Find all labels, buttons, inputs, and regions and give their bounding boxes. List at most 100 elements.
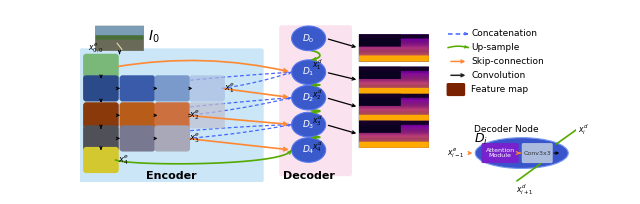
FancyBboxPatch shape (359, 83, 429, 84)
FancyBboxPatch shape (359, 134, 429, 135)
FancyBboxPatch shape (359, 128, 429, 129)
FancyBboxPatch shape (359, 121, 429, 148)
FancyBboxPatch shape (359, 94, 429, 98)
Text: $x_i^d$: $x_i^d$ (577, 123, 588, 137)
FancyBboxPatch shape (359, 34, 429, 61)
FancyBboxPatch shape (359, 77, 429, 78)
FancyBboxPatch shape (95, 35, 143, 40)
FancyBboxPatch shape (359, 146, 429, 147)
FancyBboxPatch shape (359, 49, 429, 50)
FancyBboxPatch shape (359, 50, 429, 51)
Text: $x_{i+1}^d$: $x_{i+1}^d$ (516, 182, 533, 197)
Text: Skip-connection: Skip-connection (472, 57, 544, 66)
FancyBboxPatch shape (359, 67, 429, 71)
FancyBboxPatch shape (154, 102, 190, 129)
FancyBboxPatch shape (359, 91, 429, 92)
Text: $x_4^e$: $x_4^e$ (118, 153, 129, 167)
FancyBboxPatch shape (359, 102, 429, 103)
Ellipse shape (292, 60, 326, 84)
FancyBboxPatch shape (359, 85, 429, 86)
Text: $x_{0,0}^e$: $x_{0,0}^e$ (88, 41, 104, 54)
FancyBboxPatch shape (359, 36, 429, 37)
FancyBboxPatch shape (359, 142, 429, 143)
FancyBboxPatch shape (359, 95, 429, 96)
FancyBboxPatch shape (481, 143, 518, 163)
FancyBboxPatch shape (359, 90, 429, 91)
FancyBboxPatch shape (359, 37, 429, 38)
FancyBboxPatch shape (359, 123, 429, 124)
Text: $x_3^d$: $x_3^d$ (312, 113, 323, 128)
FancyBboxPatch shape (359, 73, 429, 74)
Text: Up-sample: Up-sample (472, 43, 520, 52)
FancyBboxPatch shape (359, 108, 429, 109)
FancyBboxPatch shape (359, 127, 429, 128)
Ellipse shape (476, 138, 568, 169)
FancyBboxPatch shape (359, 130, 429, 131)
FancyBboxPatch shape (359, 143, 429, 144)
FancyBboxPatch shape (359, 144, 429, 145)
FancyBboxPatch shape (359, 74, 429, 75)
FancyBboxPatch shape (359, 99, 429, 100)
FancyBboxPatch shape (359, 82, 429, 83)
FancyBboxPatch shape (359, 47, 429, 48)
FancyBboxPatch shape (359, 40, 429, 41)
Text: $D_4$: $D_4$ (302, 144, 315, 156)
Text: $D_1$: $D_1$ (303, 66, 315, 79)
FancyBboxPatch shape (359, 34, 429, 35)
FancyBboxPatch shape (359, 88, 429, 94)
Text: $x_3^e$: $x_3^e$ (189, 132, 200, 145)
FancyBboxPatch shape (359, 67, 401, 79)
FancyBboxPatch shape (359, 55, 429, 56)
FancyBboxPatch shape (359, 126, 429, 127)
FancyBboxPatch shape (359, 67, 429, 68)
FancyBboxPatch shape (359, 132, 429, 133)
FancyBboxPatch shape (359, 53, 429, 54)
FancyBboxPatch shape (359, 35, 429, 36)
FancyBboxPatch shape (359, 89, 429, 90)
FancyBboxPatch shape (359, 106, 429, 107)
FancyBboxPatch shape (359, 111, 429, 112)
Text: Encoder: Encoder (146, 171, 196, 181)
FancyBboxPatch shape (359, 58, 429, 59)
Text: $x_2^d$: $x_2^d$ (312, 87, 323, 102)
FancyBboxPatch shape (359, 48, 429, 49)
FancyBboxPatch shape (359, 98, 429, 99)
FancyBboxPatch shape (83, 75, 119, 101)
Text: $D_3$: $D_3$ (303, 118, 315, 131)
FancyBboxPatch shape (359, 137, 429, 138)
FancyBboxPatch shape (359, 129, 429, 130)
FancyBboxPatch shape (359, 141, 429, 142)
FancyBboxPatch shape (359, 125, 429, 126)
FancyBboxPatch shape (359, 42, 429, 43)
Text: $x_2^e$: $x_2^e$ (189, 109, 200, 122)
Text: Decoder: Decoder (283, 171, 335, 181)
FancyBboxPatch shape (359, 59, 429, 60)
FancyBboxPatch shape (359, 121, 429, 122)
FancyBboxPatch shape (359, 94, 429, 121)
FancyBboxPatch shape (189, 102, 225, 129)
FancyBboxPatch shape (189, 75, 225, 101)
FancyBboxPatch shape (95, 40, 143, 51)
FancyBboxPatch shape (359, 75, 429, 76)
FancyBboxPatch shape (359, 71, 429, 72)
FancyBboxPatch shape (83, 125, 119, 152)
FancyBboxPatch shape (359, 34, 401, 47)
FancyBboxPatch shape (359, 113, 429, 114)
FancyBboxPatch shape (359, 103, 429, 104)
FancyBboxPatch shape (359, 119, 429, 120)
FancyBboxPatch shape (359, 68, 429, 69)
Text: $x_4^d$: $x_4^d$ (312, 140, 323, 154)
Text: $x_1^e$: $x_1^e$ (224, 82, 235, 95)
Text: Feature map: Feature map (472, 85, 529, 94)
FancyBboxPatch shape (359, 84, 429, 85)
FancyBboxPatch shape (79, 48, 264, 182)
FancyBboxPatch shape (359, 105, 429, 106)
FancyBboxPatch shape (154, 75, 190, 101)
FancyBboxPatch shape (359, 52, 429, 53)
FancyBboxPatch shape (359, 51, 429, 52)
FancyBboxPatch shape (359, 138, 429, 139)
FancyBboxPatch shape (120, 102, 155, 129)
FancyBboxPatch shape (154, 125, 190, 152)
FancyBboxPatch shape (359, 81, 429, 82)
FancyBboxPatch shape (359, 121, 429, 125)
